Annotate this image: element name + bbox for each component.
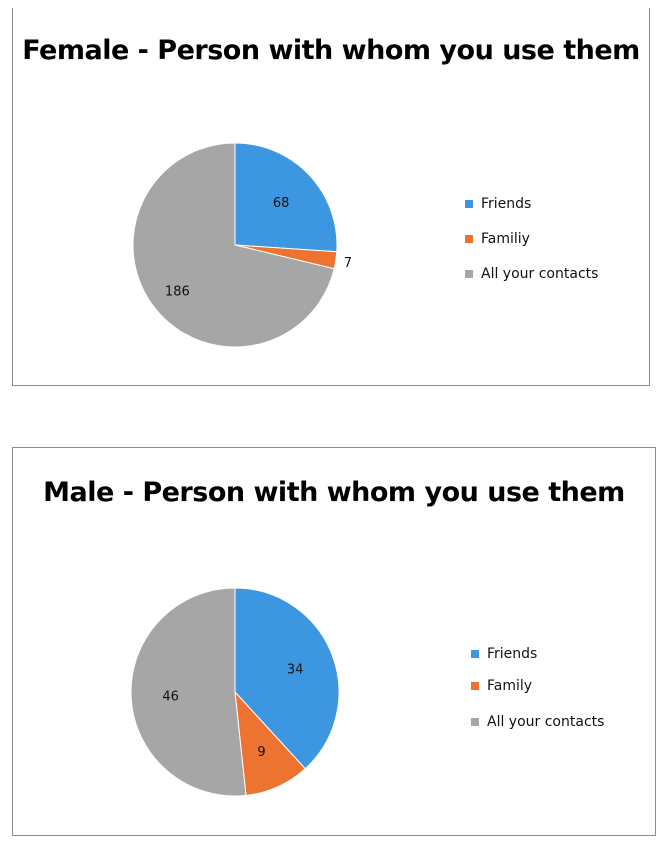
data-label: 68 [273,196,290,211]
legend-label: All your contacts [481,266,598,282]
female-pie-chart: 68 7 186 Friends Familiy All your contacts [132,142,598,348]
male-chart: Male - Person with whom you use them 34 9… [12,447,656,836]
legend-swatch [471,650,479,658]
legend-label: Familiy [481,231,530,247]
data-label: 9 [257,745,265,760]
pie-slice-all-your-contacts [132,142,335,348]
data-label: 7 [344,256,352,271]
pie-slice-friends [234,587,340,770]
data-label: 34 [287,663,304,678]
female-chart: Female - Person with whom you use them 6… [12,8,650,386]
data-label: 46 [162,689,179,704]
legend-swatch [465,200,473,208]
legend-swatch [471,682,479,690]
pie-slice-all-your-contacts [130,587,247,797]
chart-title: Male - Person with whom you use them [43,477,625,508]
legend-swatch [471,718,479,726]
legend-label: All your contacts [487,714,604,730]
pie-slice-friends [234,142,338,253]
legend-swatch [465,235,473,243]
chart-title: Female - Person with whom you use them [22,35,640,66]
legend-label: Friends [481,196,531,212]
legend-swatch [465,270,473,278]
legend-label: Friends [487,646,537,662]
data-label: 186 [165,284,190,299]
legend-label: Family [487,678,532,694]
male-pie-chart: 34 9 46 Friends Family All your contacts [130,587,604,797]
